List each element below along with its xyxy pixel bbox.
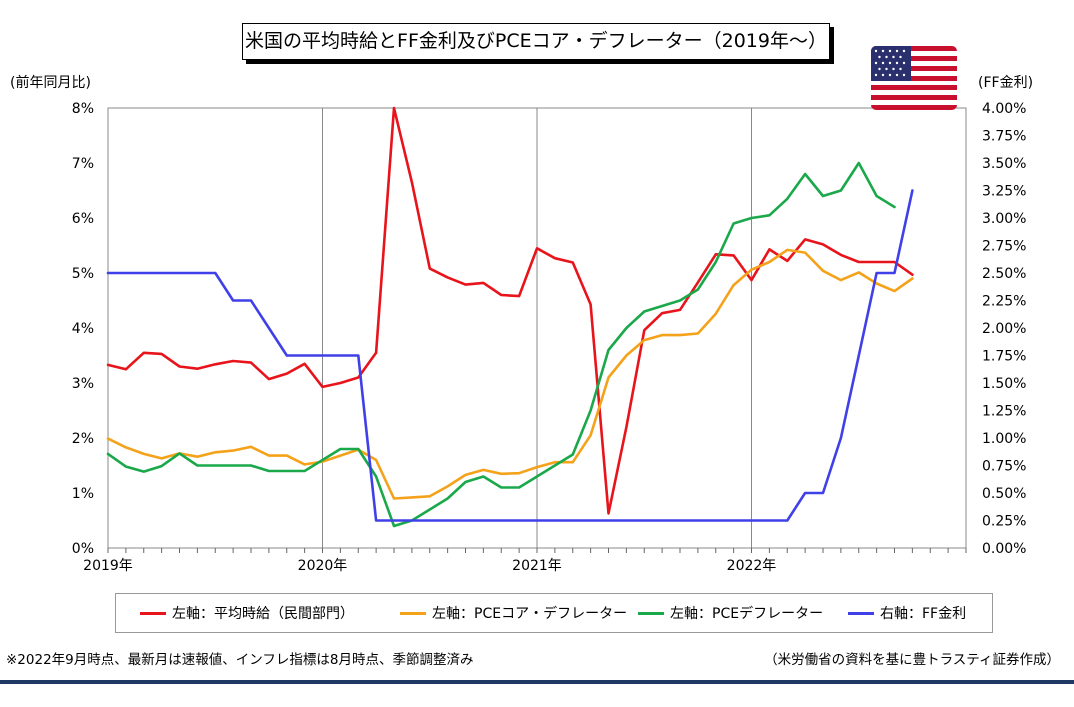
right-tick-label: 1.50% (982, 376, 1026, 392)
x-tick-label: 2022年 (727, 558, 777, 574)
right-axis-title: (FF金利) (978, 75, 1034, 91)
legend-label-pce-core: 左軸：PCEコア・デフレーター (432, 606, 628, 622)
right-tick-label: 3.50% (982, 156, 1026, 172)
series-line-pce-core (106, 248, 914, 500)
legend-item-ff-rate: 右軸：FF金利 (848, 594, 966, 632)
right-tick-label: 0.75% (982, 459, 1026, 475)
left-tick-label: 5% (72, 266, 94, 282)
legend-label-ff-rate: 右軸：FF金利 (880, 606, 967, 622)
right-tick-label: 1.75% (982, 349, 1026, 365)
footer-rule (0, 680, 1074, 684)
x-tick-label: 2020年 (298, 558, 348, 574)
series-line-wages (106, 106, 914, 515)
left-tick-label: 7% (72, 156, 94, 172)
right-tick-label: 2.00% (982, 321, 1026, 337)
legend-item-pce: 左軸：PCEデフレーター (638, 594, 823, 632)
left-tick-label: 3% (72, 376, 94, 392)
legend-swatch-pce (638, 611, 664, 615)
legend-label-wages: 左軸：平均時給（民間部門） (172, 606, 354, 622)
left-tick-label: 2% (72, 431, 94, 447)
left-tick-label: 4% (72, 321, 94, 337)
legend-item-wages: 左軸：平均時給（民間部門） (140, 594, 354, 632)
x-tick-label: 2021年 (512, 558, 562, 574)
right-tick-label: 2.75% (982, 239, 1026, 255)
x-tick-label: 2019年 (83, 558, 133, 574)
footnote-right: （米労働省の資料を基に豊トラスティ証券作成） (764, 652, 1060, 668)
right-tick-label: 2.25% (982, 294, 1026, 310)
left-tick-label: 6% (72, 211, 94, 227)
footnote-left: ※2022年9月時点、最新月は速報値、インフレ指標は8月時点、季節調整済み (6, 652, 474, 668)
legend-item-pce-core: 左軸：PCEコア・デフレーター (400, 594, 627, 632)
series-line-pce (106, 161, 896, 528)
legend-label-pce: 左軸：PCEデフレーター (670, 606, 824, 622)
right-tick-label: 1.00% (982, 431, 1026, 447)
left-tick-label: 0% (72, 541, 94, 557)
right-tick-label: 0.50% (982, 486, 1026, 502)
series-line-ff-rate (106, 189, 914, 522)
right-tick-label: 3.75% (982, 129, 1026, 145)
legend-swatch-ff-rate (848, 611, 874, 615)
legend: 左軸：平均時給（民間部門） 左軸：PCEコア・デフレーター 左軸：PCEデフレー… (115, 593, 993, 633)
left-tick-label: 8% (72, 101, 94, 117)
us-flag-icon (871, 46, 957, 110)
right-tick-label: 2.50% (982, 266, 1026, 282)
right-tick-label: 4.00% (982, 101, 1026, 117)
legend-swatch-pce-core (400, 611, 426, 615)
right-tick-label: 3.00% (982, 211, 1026, 227)
chart-title: 米国の平均時給とFF金利及びPCEコア・デフレーター（2019年～） (242, 23, 830, 60)
left-tick-label: 1% (72, 486, 94, 502)
right-tick-label: 3.25% (982, 184, 1026, 200)
right-tick-label: 1.25% (982, 404, 1026, 420)
right-tick-label: 0.00% (982, 541, 1026, 557)
left-axis-title: (前年同月比) (10, 75, 91, 91)
right-tick-label: 0.25% (982, 514, 1026, 530)
legend-swatch-wages (140, 611, 166, 615)
